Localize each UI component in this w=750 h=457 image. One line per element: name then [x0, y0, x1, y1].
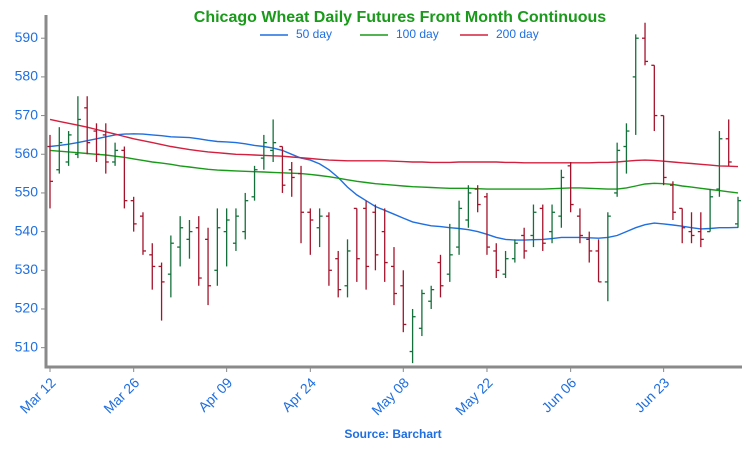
- y-tick-label: 540: [15, 222, 39, 238]
- y-tick-label: 570: [15, 106, 39, 122]
- source: Source: Barchart: [344, 427, 441, 441]
- x-tick-label: Mar 12: [17, 374, 59, 416]
- y-tick-label: 510: [15, 338, 39, 354]
- x-tick-label: Mar 26: [100, 374, 142, 416]
- legend-label: 200 day: [496, 27, 539, 41]
- chart-title: Chicago Wheat Daily Futures Front Month …: [194, 9, 607, 26]
- y-tick-label: 520: [15, 300, 39, 316]
- ma-line: [49, 133, 739, 241]
- x-tick-label: Apr 09: [195, 374, 236, 415]
- y-tick-label: 560: [15, 145, 39, 161]
- legend-label: 50 day: [296, 27, 332, 41]
- x-tick-label: Apr 24: [279, 374, 320, 415]
- x-tick-label: May 08: [368, 374, 412, 418]
- y-tick-label: 530: [15, 261, 39, 277]
- x-tick-label: May 22: [452, 374, 496, 418]
- y-tick-label: 590: [15, 29, 39, 45]
- x-tick-label: Jun 06: [538, 374, 579, 415]
- ma-line: [49, 118, 739, 168]
- y-tick-label: 550: [15, 184, 39, 200]
- y-tick-label: 580: [15, 68, 39, 84]
- ma-line: [49, 149, 739, 194]
- x-tick-label: Jun 23: [631, 374, 672, 415]
- legend-label: 100 day: [396, 27, 439, 41]
